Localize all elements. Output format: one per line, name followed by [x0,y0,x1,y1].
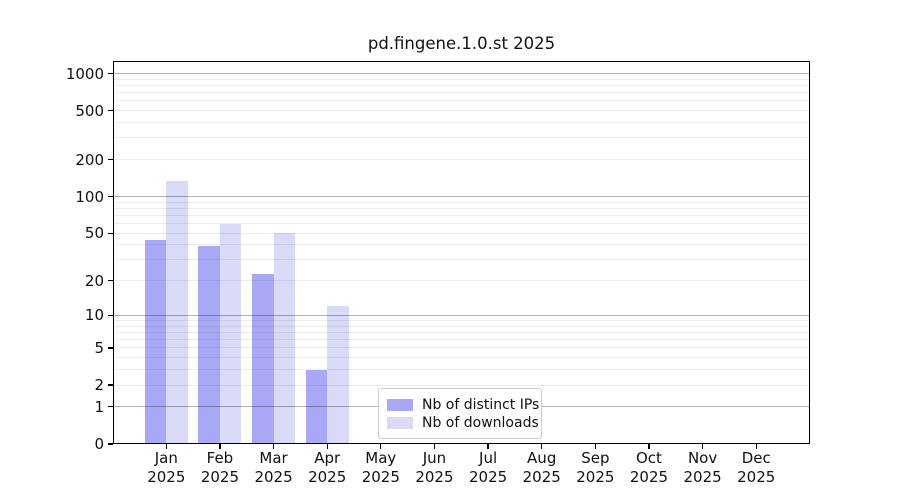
x-tick-mark-jun [433,444,436,449]
legend: Nb of distinct IPs Nb of downloads [378,388,542,439]
y-tick-mark-0 [108,443,113,445]
gridline-minor-300 [113,137,810,139]
y-tick-label-10: 10 [84,306,104,325]
x-tick-mark-feb [219,444,221,449]
y-tick-mark-50 [108,232,113,234]
y-tick-label-1000: 1000 [65,64,104,83]
gridline-minor-90 [113,201,810,203]
y-tick-label-2: 2 [94,376,104,395]
y-tick-mark-100 [108,195,113,198]
bars-layer [113,61,810,444]
bar-distinct-ips-feb [198,246,220,444]
x-tick-label-jun: Jun 2025 [415,449,454,486]
gridline-minor-60 [113,223,810,225]
gridline-minor-70 [113,214,810,216]
gridline-minor-400 [113,122,810,124]
bar-distinct-ips-apr [305,369,328,444]
bar-distinct-ips-jan [144,239,167,444]
y-tick-label-500: 500 [75,101,104,120]
gridline-minor-9 [113,320,810,322]
y-tick-mark-200 [108,159,113,161]
x-tick-mark-aug [541,444,543,449]
chart-title: pd.fingene.1.0.st 2025 [367,34,556,53]
x-tick-mark-sep [594,444,596,449]
plot-area [113,61,810,444]
bar-downloads-apr [327,306,349,444]
gridline-minor-500 [113,110,810,112]
y-tick-mark-10 [108,314,113,316]
x-tick-mark-jan [165,444,167,449]
gridline-minor-50 [113,232,810,234]
legend-item-distinct-ips: Nb of distinct IPs [387,396,539,413]
legend-item-downloads: Nb of downloads [387,414,539,431]
y-tick-label-50: 50 [84,224,104,243]
x-tick-mark-dec [755,444,757,449]
bar-downloads-jan [166,180,188,444]
x-tick-label-jul: Jul 2025 [468,449,508,486]
gridline-minor-2 [113,384,810,386]
legend-swatch-downloads [387,416,413,429]
y-tick-label-5: 5 [94,338,104,357]
gridline-minor-600 [113,100,810,102]
x-tick-mark-mar [272,444,275,449]
y-tick-label-200: 200 [75,150,104,169]
x-tick-label-nov: Nov 2025 [683,449,722,486]
x-tick-label-jan: Jan 2025 [147,449,186,486]
y-tick-label-20: 20 [84,271,104,290]
gridline-minor-800 [113,84,810,86]
y-tick-mark-500 [108,110,113,112]
y-tick-label-100: 100 [75,187,104,206]
gridline-major-10 [113,314,810,316]
gridline-minor-5 [113,347,810,349]
gridline-minor-200 [113,159,810,161]
x-tick-label-oct: Oct 2025 [629,449,669,486]
bar-distinct-ips-mar [252,273,274,444]
x-tick-label-mar: Mar 2025 [254,449,293,486]
gridline-minor-80 [113,207,810,209]
gridline-minor-900 [113,78,810,80]
x-tick-mark-apr [326,444,328,449]
y-tick-mark-1000 [108,72,113,75]
bar-downloads-feb [219,223,242,444]
gridline-minor-8 [113,325,810,327]
x-tick-label-feb: Feb 2025 [200,449,240,486]
legend-label-distinct-ips: Nb of distinct IPs [422,396,540,413]
y-tick-label-1: 1 [94,397,104,416]
gridline-minor-3 [113,369,810,371]
gridline-minor-40 [113,244,810,246]
legend-swatch-distinct-ips [387,398,413,411]
gridline-minor-7 [113,331,810,333]
x-tick-label-aug: Aug 2025 [522,449,561,486]
x-tick-mark-may [380,444,382,449]
y-tick-mark-1 [108,406,113,408]
x-tick-label-sep: Sep 2025 [576,449,615,486]
gridline-minor-4 [113,357,810,359]
gridline-minor-20 [113,280,810,282]
grid-layer [113,61,810,444]
gridline-major-1000 [113,73,810,75]
gridline-minor-30 [113,259,810,261]
bar-downloads-mar [273,233,296,444]
y-tick-mark-5 [108,347,113,349]
x-tick-label-apr: Apr 2025 [308,449,347,486]
x-tick-mark-nov [702,444,704,449]
gridline-major-100 [113,196,810,198]
x-tick-label-dec: Dec 2025 [737,449,776,486]
y-tick-mark-20 [108,280,113,282]
y-tick-mark-2 [108,384,113,386]
x-tick-mark-oct [648,444,650,449]
legend-label-downloads: Nb of downloads [422,414,539,431]
gridline-minor-6 [113,339,810,341]
x-tick-label-may: May 2025 [361,449,400,486]
gridline-minor-700 [113,92,810,94]
y-tick-label-0: 0 [94,435,104,453]
x-tick-mark-jul [487,444,489,449]
